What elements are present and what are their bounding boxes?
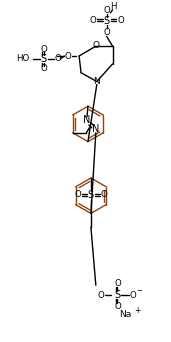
Text: O: O xyxy=(92,41,99,50)
Text: O: O xyxy=(114,302,121,311)
Text: −: − xyxy=(136,288,142,294)
Text: O: O xyxy=(117,16,124,25)
Text: S: S xyxy=(114,290,121,300)
Text: O: O xyxy=(40,64,47,73)
Text: O: O xyxy=(97,291,104,300)
Text: O: O xyxy=(54,54,61,64)
Text: HO: HO xyxy=(16,54,29,64)
Text: O: O xyxy=(103,28,110,37)
Text: O: O xyxy=(65,52,72,61)
Text: N: N xyxy=(92,124,100,134)
Text: H: H xyxy=(110,2,117,11)
Text: O: O xyxy=(100,190,107,199)
Text: N: N xyxy=(83,115,91,125)
Text: S: S xyxy=(41,54,47,64)
Text: O: O xyxy=(75,190,82,199)
Text: O: O xyxy=(103,6,110,15)
Text: O: O xyxy=(89,16,96,25)
Text: O: O xyxy=(114,279,121,288)
Text: O: O xyxy=(130,291,137,300)
Text: O: O xyxy=(40,44,47,54)
Text: +: + xyxy=(134,306,140,315)
Text: N: N xyxy=(93,77,100,86)
Text: S: S xyxy=(88,190,94,200)
Text: S: S xyxy=(104,16,110,26)
Text: Na: Na xyxy=(119,310,131,319)
